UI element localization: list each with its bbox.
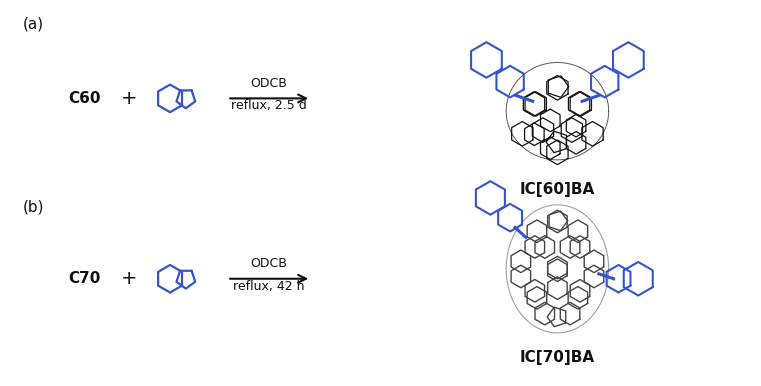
Text: ODCB: ODCB <box>250 257 287 270</box>
Text: (a): (a) <box>24 17 44 32</box>
Text: ODCB: ODCB <box>250 76 287 90</box>
Text: C60: C60 <box>68 91 100 106</box>
Text: (b): (b) <box>24 200 45 215</box>
Text: +: + <box>120 89 137 108</box>
Text: IC[70]BA: IC[70]BA <box>520 350 595 365</box>
Text: C70: C70 <box>68 271 100 286</box>
Text: +: + <box>120 269 137 288</box>
Text: IC[60]BA: IC[60]BA <box>520 182 595 197</box>
Text: reflux, 42 h: reflux, 42 h <box>233 280 304 293</box>
Text: reflux, 2.5 d: reflux, 2.5 d <box>231 99 307 112</box>
